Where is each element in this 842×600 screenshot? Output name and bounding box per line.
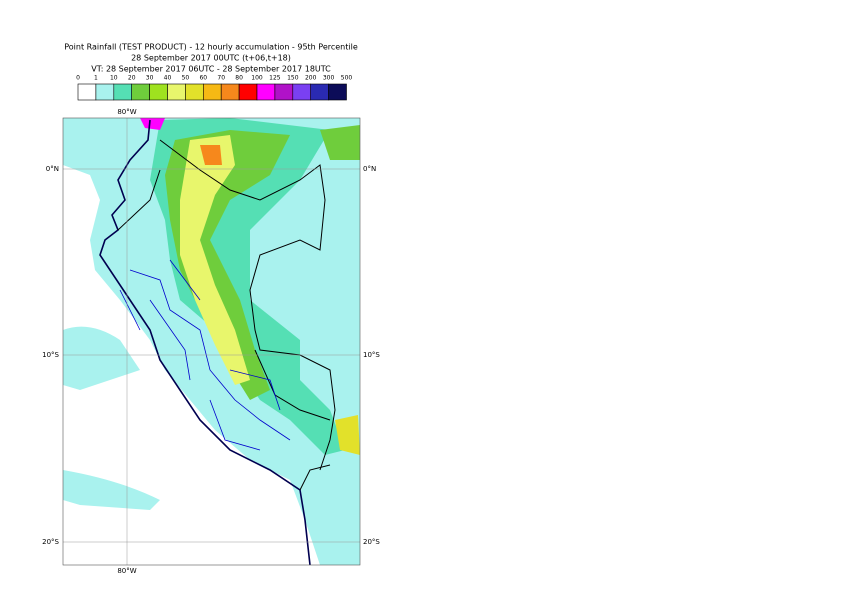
base-time: 28 September 2017 00UTC (t+06,t+18) xyxy=(131,54,291,63)
legend-swatch xyxy=(95,83,115,101)
lat-label: 10°S xyxy=(363,351,380,359)
legend-label: 20 xyxy=(128,75,136,82)
lat-label: 20°S xyxy=(42,538,59,546)
rain-field xyxy=(200,145,222,165)
legend-swatch xyxy=(185,83,204,101)
rain-field xyxy=(63,326,140,390)
rain-field xyxy=(63,118,360,565)
legend-swatch xyxy=(203,83,222,101)
lat-label: 10°S xyxy=(42,351,59,359)
lat-label: 0°N xyxy=(363,165,376,173)
legend-swatch xyxy=(256,83,276,101)
rain-field xyxy=(140,118,165,130)
rain-field xyxy=(335,415,360,455)
legend-label: 0 xyxy=(76,75,80,82)
legend-label: 125 xyxy=(269,75,281,82)
legend-label: 10 xyxy=(110,75,118,82)
legend-label: 100 xyxy=(251,75,263,82)
legend-swatch xyxy=(167,83,186,101)
lon-label: 80°W xyxy=(117,567,136,575)
rain-field xyxy=(63,470,160,510)
legend-swatch xyxy=(328,83,347,101)
region-border xyxy=(119,259,291,451)
legend-swatch xyxy=(274,83,294,101)
map: 80°W 80°W 0°N 0°N 10°S 10°S 20°S 20°S xyxy=(42,108,380,575)
legend-label: 200 xyxy=(305,75,317,82)
legend-swatch xyxy=(149,83,168,101)
lat-label: 0°N xyxy=(46,165,59,173)
coastline xyxy=(99,119,311,565)
legend-label: 150 xyxy=(287,75,299,82)
valid-time: VT: 28 September 2017 06UTC - 28 Septemb… xyxy=(91,65,331,74)
legend-label: 60 xyxy=(199,75,207,82)
legend-label: 1 xyxy=(94,75,98,82)
legend: 0 1 10 20 30 40 50 60 70 80 100 125 150 200 300 500 xyxy=(76,75,352,101)
legend-swatch xyxy=(113,83,133,101)
lat-label: 20°S xyxy=(363,538,380,546)
legend-swatch xyxy=(131,83,150,101)
legend-label: 50 xyxy=(182,75,190,82)
lon-label: 80°W xyxy=(117,108,136,116)
map-frame xyxy=(62,117,361,566)
legend-label: 500 xyxy=(341,75,353,82)
legend-swatch xyxy=(310,83,329,101)
legend-label: 80 xyxy=(235,75,243,82)
rain-field xyxy=(180,135,250,385)
country-border xyxy=(117,139,336,491)
legend-label: 30 xyxy=(146,75,154,82)
legend-label: 70 xyxy=(217,75,225,82)
legend-label: 300 xyxy=(323,75,335,82)
title: Point Rainfall (TEST PRODUCT) - 12 hourl… xyxy=(64,43,358,52)
legend-swatch xyxy=(220,83,240,101)
legend-swatch xyxy=(77,83,97,101)
legend-swatch xyxy=(292,83,311,101)
legend-swatch xyxy=(238,83,258,101)
rain-field xyxy=(320,125,360,160)
legend-label: 40 xyxy=(164,75,172,82)
